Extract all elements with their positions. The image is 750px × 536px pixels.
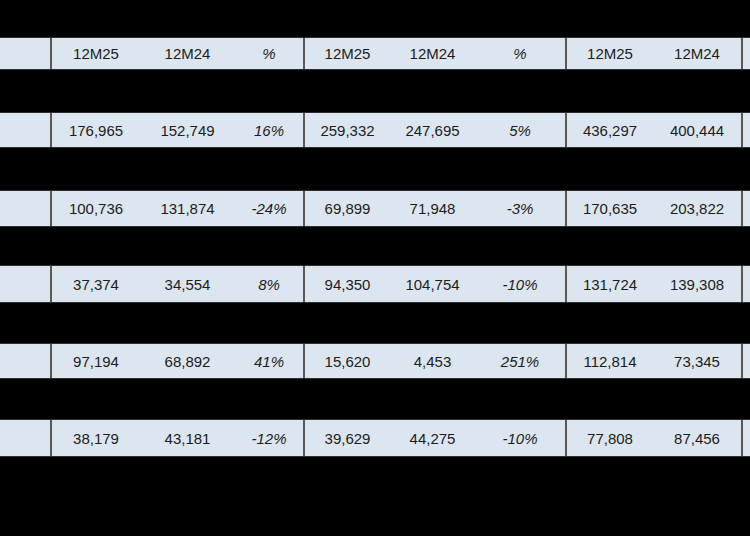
data-cell: 34,554 bbox=[140, 266, 235, 302]
data-cell: 131,874 bbox=[140, 191, 235, 226]
header-cell: 12M25 bbox=[50, 38, 140, 69]
data-cell: 203,822 bbox=[653, 191, 741, 226]
clipped-column-sliver bbox=[741, 266, 750, 302]
data-cell: 87,456 bbox=[653, 420, 741, 456]
label-column-header bbox=[0, 38, 50, 69]
data-cell: 170,635 bbox=[565, 191, 653, 226]
redacted-row-label-bar bbox=[0, 227, 750, 265]
clipped-column-sliver bbox=[741, 191, 750, 226]
data-cell: 97,194 bbox=[50, 344, 140, 378]
data-cell: 77,808 bbox=[565, 420, 653, 456]
data-cell: 39,629 bbox=[303, 420, 390, 456]
table-row: 97,194 68,892 41% 15,620 4,453 251% 112,… bbox=[0, 343, 750, 379]
data-cell: 152,749 bbox=[140, 113, 235, 147]
header-cell: 12M25 bbox=[565, 38, 653, 69]
data-cell: -10% bbox=[475, 266, 565, 302]
data-cell: 73,345 bbox=[653, 344, 741, 378]
data-cell: 16% bbox=[235, 113, 303, 147]
table-row: 100,736 131,874 -24% 69,899 71,948 -3% 1… bbox=[0, 190, 750, 227]
data-cell: 104,754 bbox=[390, 266, 475, 302]
row-label-cell bbox=[0, 344, 50, 378]
row-label-cell bbox=[0, 420, 50, 456]
data-cell: 68,892 bbox=[140, 344, 235, 378]
table-row: 176,965 152,749 16% 259,332 247,695 5% 4… bbox=[0, 112, 750, 148]
data-cell: 131,724 bbox=[565, 266, 653, 302]
redacted-row-label-bar bbox=[0, 70, 750, 112]
data-cell: 44,275 bbox=[390, 420, 475, 456]
row-label-cell bbox=[0, 191, 50, 226]
data-cell: -24% bbox=[235, 191, 303, 226]
header-cell: 12M24 bbox=[390, 38, 475, 69]
redacted-row-label-bar bbox=[0, 148, 750, 190]
redacted-row-label-bar bbox=[0, 379, 750, 419]
table-header-row: 12M25 12M24 % 12M25 12M24 % 12M25 12M24 bbox=[0, 37, 750, 70]
data-cell: 139,308 bbox=[653, 266, 741, 302]
data-cell: 94,350 bbox=[303, 266, 390, 302]
redacted-financial-table-page: 12M25 12M24 % 12M25 12M24 % 12M25 12M24 … bbox=[0, 0, 750, 536]
data-cell: 112,814 bbox=[565, 344, 653, 378]
data-cell: 259,332 bbox=[303, 113, 390, 147]
data-cell: 4,453 bbox=[390, 344, 475, 378]
clipped-column-sliver bbox=[741, 420, 750, 456]
data-cell: 43,181 bbox=[140, 420, 235, 456]
data-cell: -10% bbox=[475, 420, 565, 456]
data-cell: 100,736 bbox=[50, 191, 140, 226]
header-cell: % bbox=[235, 38, 303, 69]
data-cell: 251% bbox=[475, 344, 565, 378]
data-cell: 37,374 bbox=[50, 266, 140, 302]
header-cell: % bbox=[475, 38, 565, 69]
data-cell: -12% bbox=[235, 420, 303, 456]
data-cell: 38,179 bbox=[50, 420, 140, 456]
redacted-row-label-bar bbox=[0, 303, 750, 343]
header-cell: 12M25 bbox=[303, 38, 390, 69]
data-cell: 41% bbox=[235, 344, 303, 378]
redacted-footer-bar bbox=[0, 457, 750, 536]
row-label-cell bbox=[0, 266, 50, 302]
row-label-cell bbox=[0, 113, 50, 147]
clipped-column-sliver bbox=[741, 113, 750, 147]
data-cell: 400,444 bbox=[653, 113, 741, 147]
header-cell: 12M24 bbox=[653, 38, 741, 69]
data-cell: 247,695 bbox=[390, 113, 475, 147]
data-cell: 8% bbox=[235, 266, 303, 302]
table-row: 37,374 34,554 8% 94,350 104,754 -10% 131… bbox=[0, 265, 750, 303]
header-cell: 12M24 bbox=[140, 38, 235, 69]
clipped-column-sliver bbox=[741, 344, 750, 378]
data-cell: 5% bbox=[475, 113, 565, 147]
data-cell: 15,620 bbox=[303, 344, 390, 378]
data-cell: -3% bbox=[475, 191, 565, 226]
data-cell: 176,965 bbox=[50, 113, 140, 147]
data-cell: 69,899 bbox=[303, 191, 390, 226]
table-row: 38,179 43,181 -12% 39,629 44,275 -10% 77… bbox=[0, 419, 750, 457]
clipped-column-sliver bbox=[741, 38, 750, 69]
data-cell: 71,948 bbox=[390, 191, 475, 226]
redacted-title-bar bbox=[0, 0, 750, 37]
data-cell: 436,297 bbox=[565, 113, 653, 147]
